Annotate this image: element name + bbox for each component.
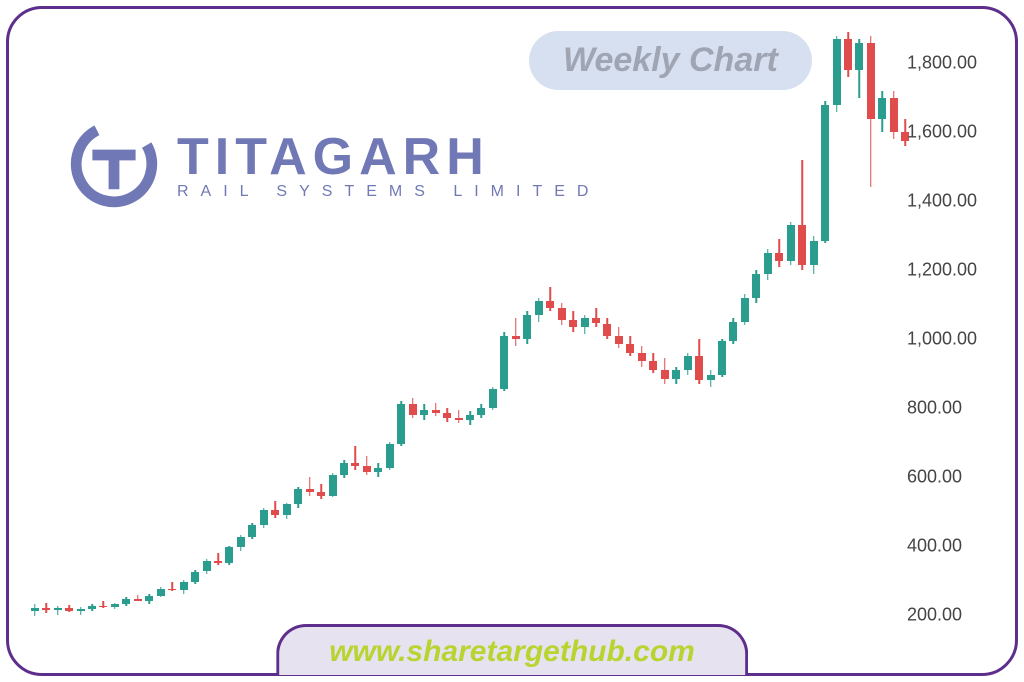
y-axis-label: 1,800.00 xyxy=(907,53,997,74)
y-axis-label: 600.00 xyxy=(907,466,997,487)
chart-frame: Weekly Chart TITAGARH RAIL SYSTEMS LIMIT… xyxy=(6,6,1018,676)
y-axis-label: 400.00 xyxy=(907,535,997,556)
y-axis-label: 200.00 xyxy=(907,604,997,625)
candlestick-chart xyxy=(29,29,905,643)
y-axis-label: 1,200.00 xyxy=(907,260,997,281)
y-axis-label: 1,600.00 xyxy=(907,122,997,143)
y-axis: 200.00 400.00 600.00 800.00 1,000.00 1,200.00… xyxy=(907,29,997,643)
y-axis-label: 1,000.00 xyxy=(907,329,997,350)
y-axis-label: 1,400.00 xyxy=(907,191,997,212)
footer-watermark: www.sharetargethub.com xyxy=(276,624,748,675)
footer-text: www.sharetargethub.com xyxy=(329,635,695,668)
y-axis-label: 800.00 xyxy=(907,397,997,418)
